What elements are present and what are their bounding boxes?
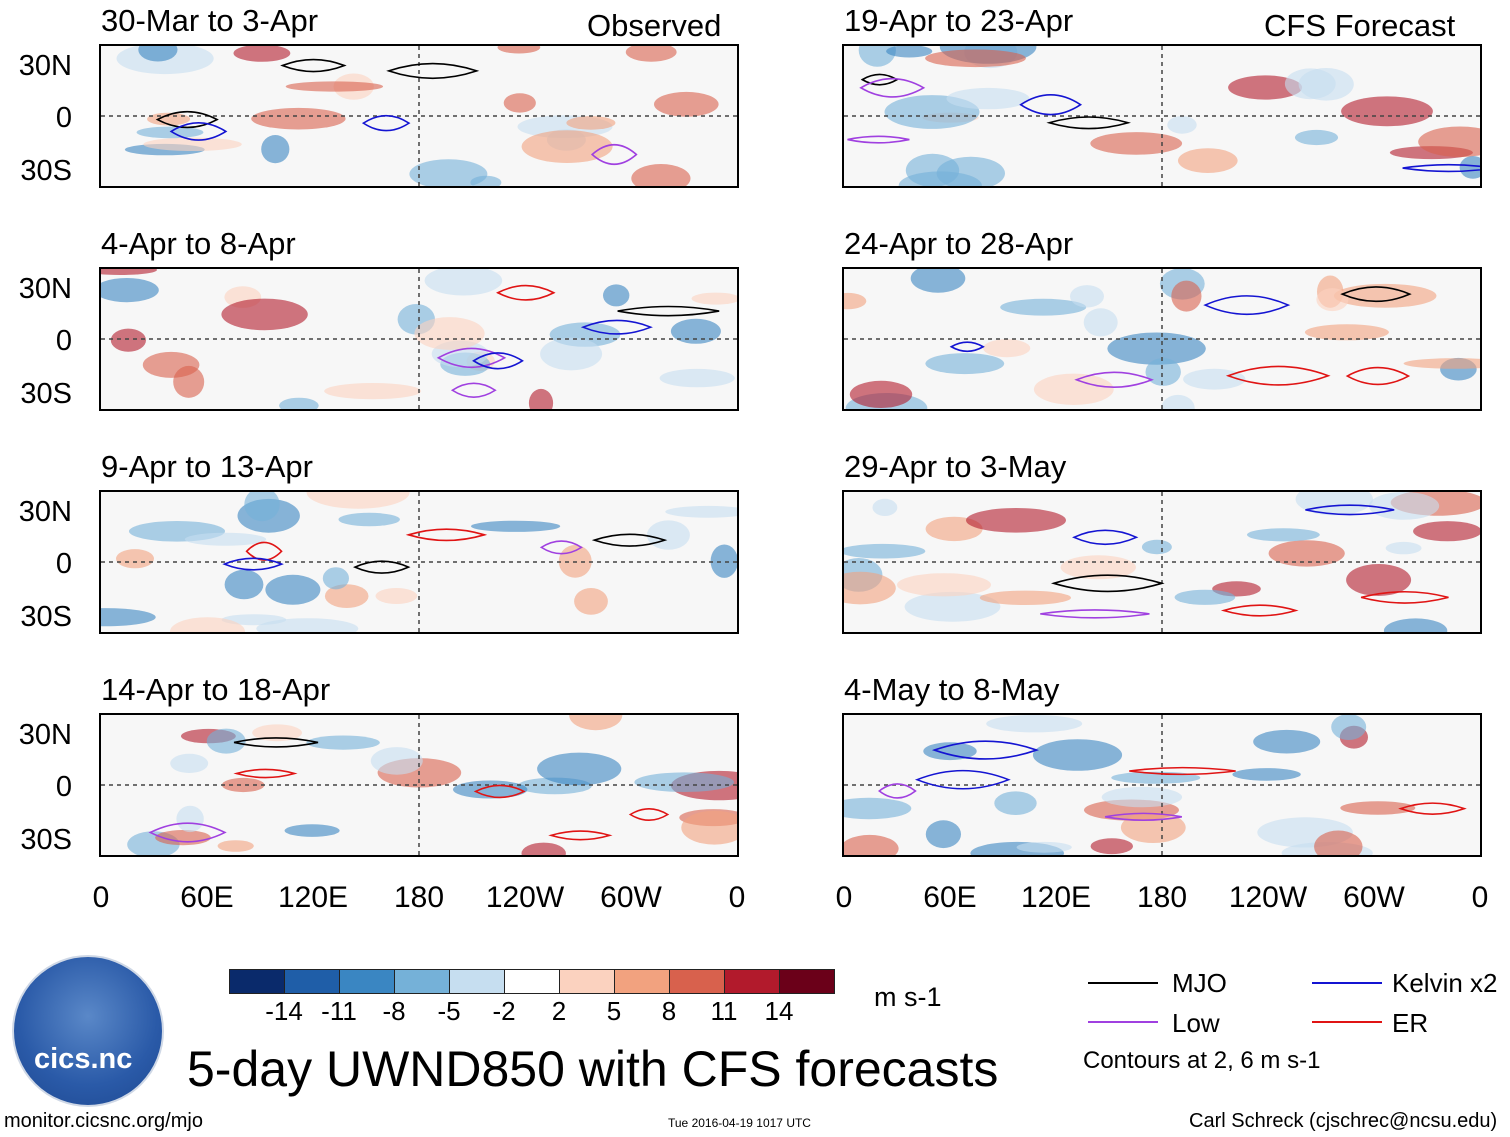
lat-label-0: 0 (55, 548, 72, 580)
lon-label-60w: 60W (1343, 881, 1405, 914)
lat-label-30s: 30S (20, 601, 72, 633)
colorbar-tick-label: 14 (764, 996, 794, 1026)
colorbar-tick-label: 11 (710, 996, 738, 1026)
lon-label-120e: 120E (277, 881, 349, 914)
panel-title-fcst-2: 24-Apr to 28-Apr (844, 226, 1074, 261)
colorbar-tick-label: -2 (492, 996, 516, 1026)
lon-label-60w: 60W (600, 881, 662, 914)
legend-label-low: Low (1172, 1008, 1220, 1038)
colorbar-swatch (559, 969, 615, 994)
lon-label-0-end: 0 (1471, 881, 1489, 914)
lat-label-30n: 30N (18, 496, 72, 528)
lon-label-0: 0 (835, 881, 853, 914)
colorbar-swatch (779, 969, 835, 994)
colorbar-swatch (339, 969, 395, 994)
panel-title-obs-3: 9-Apr to 13-Apr (101, 449, 313, 484)
map-panel-fcst-2 (842, 267, 1482, 411)
colorbar-tick-label: 8 (661, 996, 677, 1026)
map-panel-fcst-3 (842, 490, 1482, 634)
colorbar-swatch (504, 969, 560, 994)
colorbar-swatch (449, 969, 505, 994)
main-title: 5-day UWND850 with CFS forecasts (187, 1041, 999, 1097)
map-panel-obs-4 (99, 713, 739, 857)
panel-title-obs-4: 14-Apr to 18-Apr (101, 672, 331, 707)
legend-label-mjo: MJO (1172, 968, 1227, 998)
colorbar-swatch (669, 969, 725, 994)
footer-timestamp: Tue 2016-04-19 1017 UTC (668, 1116, 811, 1130)
colorbar-units: m s-1 (874, 982, 942, 1012)
legend-label-er: ER (1392, 1008, 1429, 1038)
lat-label-0: 0 (55, 325, 72, 357)
legend-label-kelvin: Kelvin x2 (1392, 968, 1498, 998)
lat-label-30s: 30S (20, 378, 72, 410)
lon-label-120e: 120E (1020, 881, 1092, 914)
lon-label-120w: 120W (485, 881, 565, 914)
colorbar-swatch (394, 969, 450, 994)
colorbar-tick-label: 5 (606, 996, 622, 1026)
colorbar-swatch (614, 969, 670, 994)
colorbar-tick-label: -11 (321, 996, 357, 1026)
panel-title-fcst-3: 29-Apr to 3-May (844, 449, 1067, 484)
colorbar-swatch (284, 969, 340, 994)
panel-title-obs-2: 4-Apr to 8-Apr (101, 226, 296, 261)
contour-note: Contours at 2, 6 m s-1 (1083, 1047, 1321, 1074)
colorbar-tick-label: -8 (382, 996, 406, 1026)
observed-label: Observed (587, 8, 722, 43)
cics-logo (12, 955, 164, 1107)
colorbar-tick-label: 2 (551, 996, 567, 1026)
legend-line-low (1088, 1021, 1158, 1023)
map-panel-obs-2 (99, 267, 739, 411)
lon-label-180: 180 (393, 881, 445, 914)
panel-title-fcst-4: 4-May to 8-May (844, 672, 1060, 707)
lat-label-0: 0 (55, 102, 72, 134)
lat-label-30n: 30N (18, 50, 72, 82)
panel-title-obs-1: 30-Mar to 3-Apr (101, 3, 319, 38)
lat-label-30n: 30N (18, 719, 72, 751)
lon-label-60e: 60E (180, 881, 234, 914)
map-panel-obs-1 (99, 44, 739, 188)
lat-label-30s: 30S (20, 824, 72, 856)
colorbar-swatch (724, 969, 780, 994)
map-panel-fcst-1 (842, 44, 1482, 188)
lon-label-180: 180 (1136, 881, 1188, 914)
lat-label-0: 0 (55, 771, 72, 803)
map-panel-fcst-4 (842, 713, 1482, 857)
colorbar-tick-label: -14 (265, 996, 303, 1026)
colorbar-swatch (229, 969, 285, 994)
lon-label-0: 0 (92, 881, 110, 914)
legend-line-kelvin (1312, 982, 1382, 984)
lon-label-120w: 120W (1228, 881, 1308, 914)
lon-label-60e: 60E (923, 881, 977, 914)
map-panel-obs-3 (99, 490, 739, 634)
logo-text: cics.nc (34, 1043, 133, 1075)
footer-author: Carl Schreck (cjschrec@ncsu.edu) (1189, 1110, 1498, 1132)
footer-url: monitor.cicsnc.org/mjo (4, 1110, 203, 1132)
legend-line-mjo (1088, 982, 1158, 984)
lat-label-30s: 30S (20, 155, 72, 187)
panel-title-fcst-1: 19-Apr to 23-Apr (844, 3, 1074, 38)
lon-label-0-end: 0 (728, 881, 746, 914)
legend-line-er (1312, 1021, 1382, 1023)
lat-label-30n: 30N (18, 273, 72, 305)
colorbar-tick-label: -5 (437, 996, 461, 1026)
forecast-label: CFS Forecast (1264, 8, 1456, 43)
